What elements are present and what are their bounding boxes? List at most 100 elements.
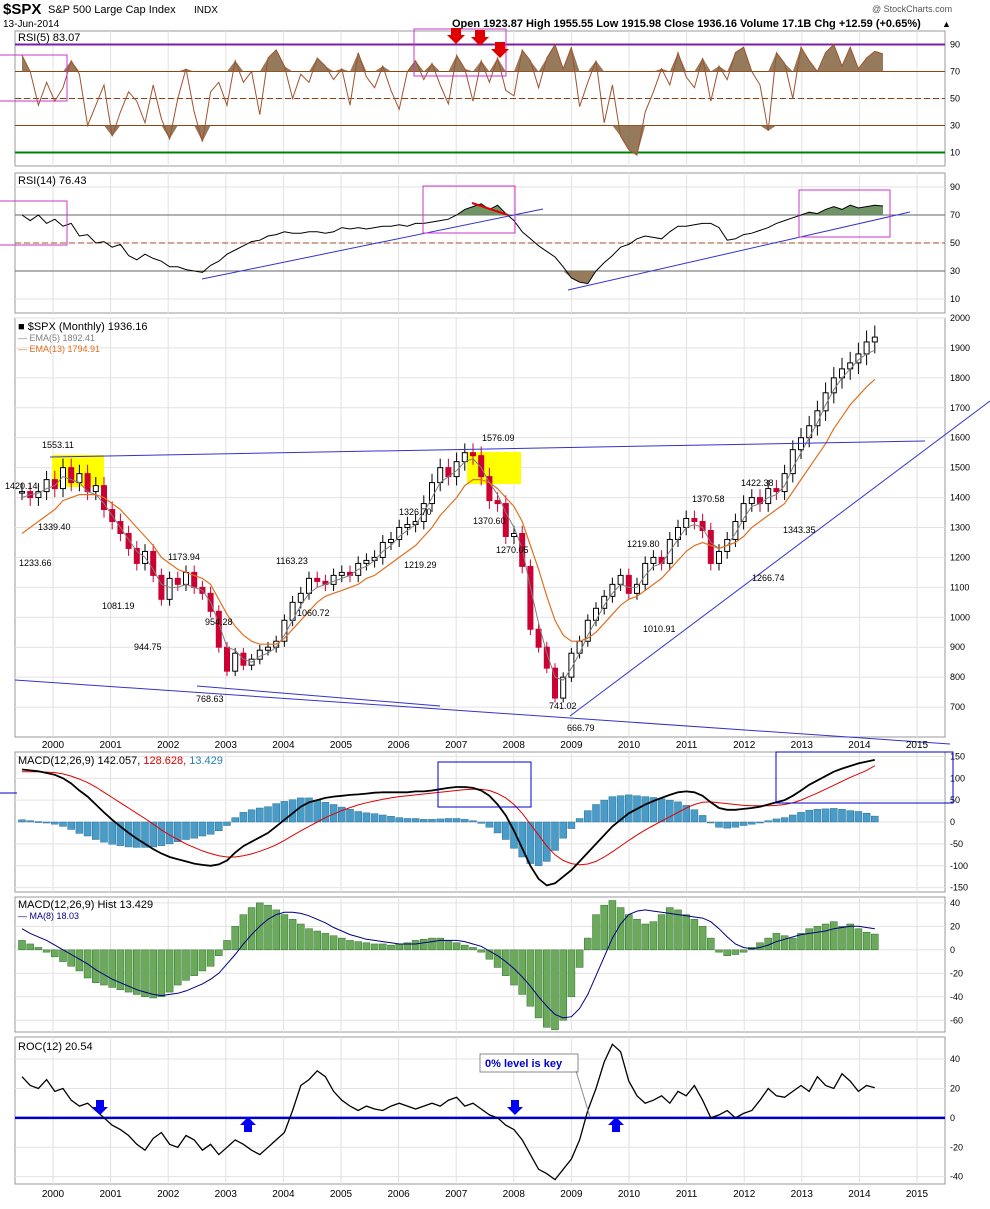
macd-box-2014: [775, 751, 954, 804]
x-axis-year-label: 2003: [215, 1189, 238, 1200]
price-annotation: 1233.66: [19, 558, 52, 568]
macd-histogram-bar: [182, 821, 190, 840]
macdhist-bar: [830, 921, 838, 951]
y-tick-label: 1200: [950, 552, 970, 562]
macd-histogram-bar: [272, 803, 280, 823]
symbol: $SPX: [3, 1, 41, 18]
macd-hist-value: 13.429: [189, 755, 223, 767]
x-axis-year-label: 2014: [848, 1189, 871, 1200]
macdhist-bar: [100, 949, 108, 986]
price-annotation: 1163.23: [276, 556, 308, 566]
macd-histogram-bar: [575, 818, 584, 823]
candle: [740, 503, 747, 523]
rsi14-trendline-2: [567, 211, 911, 291]
price-annotation: 1326.70: [399, 507, 432, 517]
macdhist-bar: [584, 937, 592, 951]
y-tick-label: 20: [950, 921, 960, 931]
candle: [133, 547, 140, 564]
candle: [166, 577, 173, 600]
macdhist-bar: [690, 919, 699, 951]
candle: [871, 336, 878, 343]
price-annotation: 1553.11: [42, 440, 74, 450]
macdhist-bar: [346, 940, 354, 951]
candle: [486, 476, 493, 502]
blue-up-arrow: [240, 1117, 256, 1132]
candle: [511, 532, 517, 537]
macdhist-bar: [797, 933, 805, 951]
macdhist-bar: [862, 931, 871, 951]
macd-histogram-bar: [502, 821, 510, 840]
macd-histogram-bar: [321, 802, 330, 823]
rsi5-oversold-fill: [22, 125, 883, 156]
macd-histogram-bar: [543, 821, 551, 862]
macd-histogram-bar: [871, 815, 879, 823]
macd-histogram-bar: [510, 821, 518, 849]
exchange: INDX: [194, 5, 218, 16]
y-tick-label: -40: [950, 992, 963, 1002]
candle: [543, 646, 550, 669]
y-tick-label: 30: [950, 121, 960, 131]
macd-histogram-bar: [551, 821, 559, 851]
red-down-arrow: [447, 28, 465, 44]
x-axis-year-label: 2003: [215, 740, 238, 751]
macdhist-bar: [223, 940, 231, 951]
price-annotation: 944.75: [134, 642, 162, 652]
macd-histogram-bar: [780, 817, 789, 823]
candle: [560, 676, 567, 699]
rsi14-panel: 10 30 50 70 90 RSI(14) 76.43: [0, 172, 960, 314]
candle: [527, 565, 534, 630]
candle: [125, 532, 132, 549]
roc-callout-text: 0% level is key: [485, 1058, 563, 1070]
y-tick-label: 40: [950, 1054, 960, 1064]
candle: [609, 583, 616, 597]
x-axis-year-label: 2010: [618, 740, 641, 751]
macd-histogram-bar: [141, 821, 149, 848]
macd-histogram-bar: [731, 821, 740, 828]
roc-callout-box: [479, 1053, 579, 1073]
y-tick-label: 1900: [950, 343, 970, 353]
macd-histogram-bar: [231, 817, 239, 823]
macd-histogram-bar: [362, 812, 371, 823]
macd-value: 142.057,: [97, 755, 143, 767]
price-annotation: 1219.29: [404, 560, 437, 570]
macdhist-bar: [707, 937, 715, 951]
y-tick-label: 50: [950, 795, 960, 805]
x-axis-year-label: 2010: [618, 1189, 641, 1200]
rsi5-overbought-fill: [22, 44, 883, 72]
macd-line: [21, 759, 875, 887]
candle: [404, 524, 411, 528]
macd-histogram-bar: [256, 807, 264, 823]
macd-histogram-bar: [100, 821, 108, 843]
candle: [461, 452, 468, 463]
macdhist-bar: [18, 940, 26, 951]
candle: [60, 467, 66, 490]
x-axis-year-label: 2007: [445, 740, 468, 751]
macdhist-bar: [42, 949, 51, 953]
macd-histogram-bar: [420, 819, 428, 823]
y-tick-label: 1500: [950, 463, 970, 473]
y-tick-label: 800: [950, 672, 965, 682]
macd-histogram-bar: [690, 809, 699, 823]
candle: [625, 574, 632, 594]
x-axis-year-label: 2001: [99, 1189, 122, 1200]
macdhist-bar: [592, 914, 600, 951]
candle: [789, 449, 796, 475]
price-annotation: 1422.38: [741, 478, 774, 488]
candle: [306, 577, 312, 594]
macd-title: MACD(12,26,9) 142.057, 128.628, 13.429: [18, 755, 223, 767]
macd-histogram-bar: [756, 821, 764, 824]
macdhist-bar: [510, 949, 518, 986]
macd-histogram-bar: [149, 821, 157, 848]
macdhist-title: MACD(12,26,9) Hist 13.429: [18, 899, 153, 911]
candle: [478, 455, 485, 478]
y-tick-label: 40: [950, 898, 960, 908]
price-annotation: 1081.19: [102, 601, 135, 611]
macd-histogram-bar: [133, 821, 141, 848]
macd-histogram-bar: [403, 818, 412, 823]
macdhist-bar: [616, 907, 625, 951]
macd-histogram-bar: [26, 820, 34, 823]
y-tick-label: 0: [950, 945, 955, 955]
x-axis-year-label: 2005: [330, 1189, 353, 1200]
candle: [92, 485, 99, 493]
candle: [863, 341, 870, 355]
